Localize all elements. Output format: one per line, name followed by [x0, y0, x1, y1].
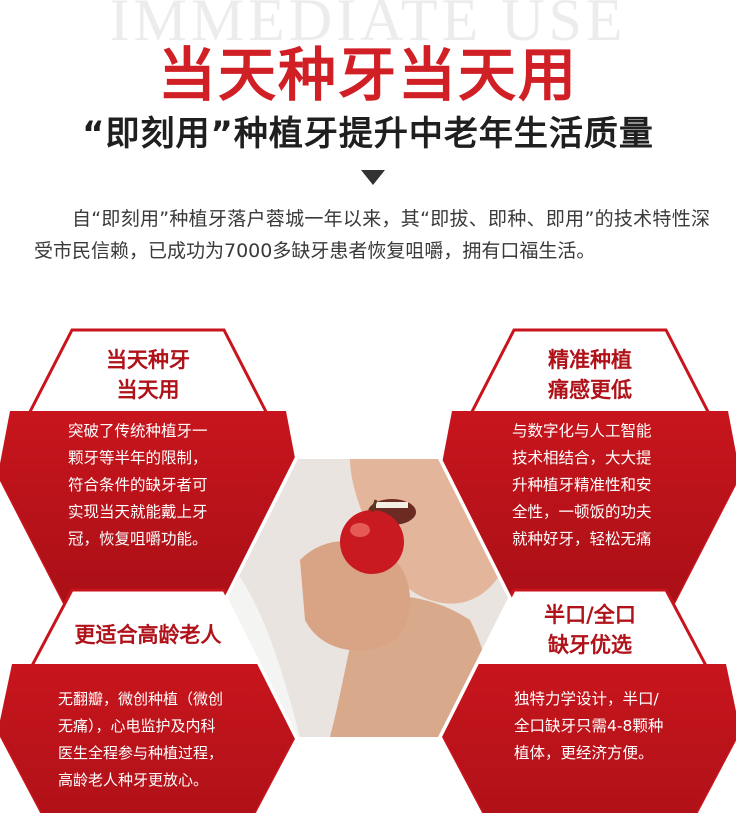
card-title-line: 更适合高龄老人 [74, 623, 222, 647]
card-text-full-mouth: 独特力学设计，半口/ 全口缺牙只需4-8颗种 植体，更经济方便。 [514, 686, 694, 767]
page-subtitle: “即刻用”种植牙提升中老年生活质量 [82, 114, 654, 154]
card-title-line: 半口/全口 [544, 603, 636, 627]
card-text-line: 植体，更经济方便。 [514, 744, 654, 762]
card-title-elderly: 更适合高龄老人 [40, 620, 256, 650]
card-hexagon-elderly [0, 588, 300, 813]
card-text-elderly: 无翻瓣，微创种植（微创 无痛），心电监护及内科 医生全程参与种植过程， 高龄老人… [58, 686, 258, 794]
card-text-line: 就种好牙，轻松无痛 [512, 530, 652, 548]
card-hexagon-precise [438, 328, 736, 620]
card-text-line: 实现当天就能戴上牙 [68, 503, 208, 521]
down-arrow-icon [361, 170, 385, 185]
card-text-line: 高龄老人种牙更放心。 [58, 771, 209, 789]
page-title: 当天种牙当天用 [157, 41, 578, 109]
card-text-line: 无翻瓣，微创种植（微创 [58, 690, 224, 708]
card-title-line: 缺牙优选 [548, 633, 632, 657]
card-hexagon-full-mouth [438, 588, 736, 813]
card-text-line: 全性，一顿饭的功夫 [512, 503, 652, 521]
card-text-same-day: 突破了传统种植牙一 颗牙等半年的限制， 符合条件的缺牙者可 实现当天就能戴上牙 … [68, 418, 248, 553]
card-text-line: 符合条件的缺牙者可 [68, 476, 208, 494]
card-title-line: 当天用 [116, 378, 180, 402]
card-text-line: 冠，恢复咀嚼功能。 [68, 530, 208, 548]
card-title-line: 痛感更低 [548, 378, 632, 402]
card-text-line: 颗牙等半年的限制， [68, 449, 208, 467]
card-text-line: 升种植牙精准性和安 [512, 476, 652, 494]
card-hexagon-same-day [0, 328, 300, 620]
card-title-same-day: 当天种牙 当天用 [70, 345, 226, 405]
watermark-text: IMMEDIATE USE [109, 0, 627, 53]
card-text-line: 无痛），心电监护及内科 [58, 717, 216, 735]
card-text-line: 全口缺牙只需4-8颗种 [514, 717, 664, 735]
card-text-precise: 与数字化与人工智能 技术相结合，大大提 升种植牙精准性和安 全性，一顿饭的功夫 … [512, 418, 692, 553]
card-text-line: 独特力学设计，半口/ [514, 690, 659, 708]
card-title-line: 精准种植 [548, 348, 632, 372]
card-title-full-mouth: 半口/全口 缺牙优选 [512, 600, 668, 660]
card-text-line: 与数字化与人工智能 [512, 422, 652, 440]
card-text-line: 技术相结合，大大提 [512, 449, 652, 467]
card-title-precise: 精准种植 痛感更低 [512, 345, 668, 405]
intro-paragraph: 自“即刻用”种植牙落户蓉城一年以来，其“即拔、即种、即用”的技术特性深受市民信赖… [34, 208, 710, 262]
card-text-line: 突破了传统种植牙一 [68, 422, 208, 440]
photo-elderly-man-eating-apple [224, 455, 512, 741]
card-title-line: 当天种牙 [106, 348, 190, 372]
card-text-line: 医生全程参与种植过程， [58, 744, 224, 762]
